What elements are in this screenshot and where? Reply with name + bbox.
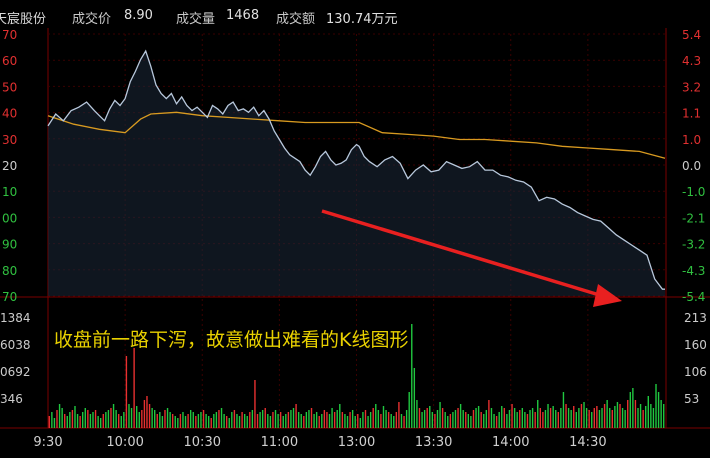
x-tick-label: 10:30 [184,435,221,450]
average-price-line [47,111,666,159]
right-axis-label: -3.2 [682,238,705,252]
stock-name: 天宸股份 [0,12,47,27]
x-tick-label: 13:00 [338,435,375,450]
left-axis-label: 40 [2,107,17,121]
x-tick-label: 14:00 [492,435,529,450]
price-line [47,49,665,290]
x-tick-label: 11:00 [261,435,298,450]
right-axis-label: -2.1 [682,211,705,225]
price-area-fill [48,51,665,296]
left-axis-label: 20 [2,159,17,173]
right-axis-label: 0.0 [682,159,701,173]
x-tick-label: 9:30 [33,435,62,450]
left-axis-label: 80 [2,264,17,278]
left-axis-label: 30 [2,133,17,147]
x-tick-label: 14:30 [569,435,606,450]
volume-axis-left-label: 346 [0,392,23,406]
volume-axis-left-label: 1384 [0,311,31,325]
quote-header: 天宸股份 成交价 8.90 成交量 1468 成交额 130.74万元 [0,0,710,30]
left-axis-label: 60 [2,54,17,68]
volume-label: 成交量 [176,12,216,27]
volume-axis-right-label: 213 [684,311,707,325]
left-axis-label: 10 [2,185,17,199]
x-tick-label: 13:30 [415,435,452,450]
volume-axis-left-label: 0692 [0,365,31,379]
red-arrow-head [593,284,622,307]
left-axis-label: 70 [2,290,17,304]
left-axis-label: 70 [2,28,17,42]
amount-label: 成交额 [276,12,316,27]
red-arrow-shaft [321,209,607,299]
right-axis-label: 5.4 [682,28,701,42]
right-axis-label: 3.2 [682,80,701,94]
volume-axis-right-label: 53 [684,392,699,406]
right-axis-label: -5.4 [682,290,705,304]
volume-value: 1468 [226,8,260,23]
right-axis-label: 1.0 [682,133,701,147]
price-value: 8.90 [124,8,153,23]
right-axis-label: 1.1 [682,107,701,121]
right-axis-label: -1.0 [682,185,705,199]
price-label: 成交价 [72,12,112,27]
volume-axis-right-label: 106 [684,365,707,379]
left-axis-label: 50 [2,80,17,94]
right-axis-label: 4.3 [682,54,701,68]
amount-value: 130.74万元 [326,12,398,27]
left-axis-label: 00 [2,211,17,225]
right-axis-label: -4.3 [682,264,705,278]
annotation-text: 收盘前一路下泻，故意做出难看的K线图形 [54,329,408,351]
x-tick-label: 10:00 [106,435,143,450]
volume-axis-left-label: 6038 [0,338,31,352]
left-axis-label: 90 [2,238,17,252]
volume-axis-right-label: 160 [684,338,707,352]
